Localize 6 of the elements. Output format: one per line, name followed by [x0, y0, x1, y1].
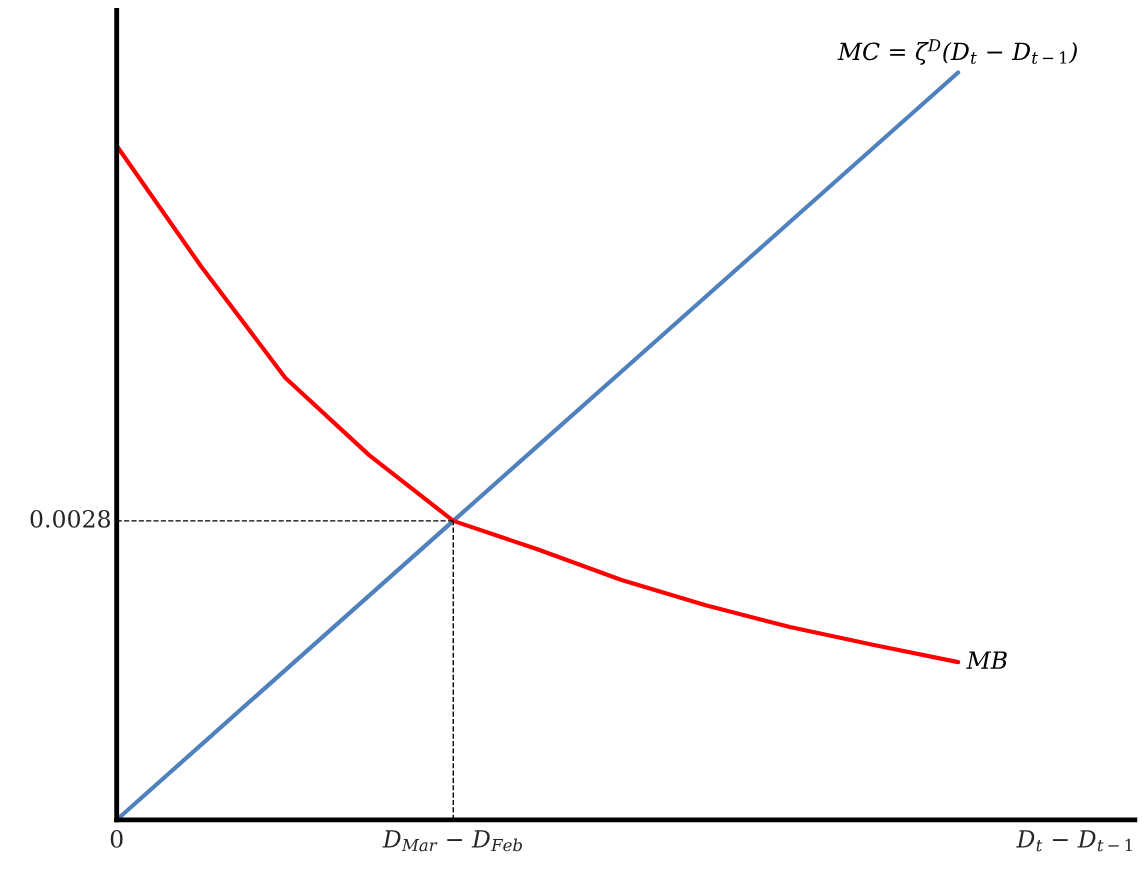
annotation: 0.0028: [30, 509, 111, 528]
x-axis-title: D$_{t}$ − D$_{t−1}$: [1016, 830, 1132, 852]
series-label: MC = ζ$^{D}$(D$_{t}$ − D$_{t−1}$): [837, 39, 1077, 65]
series-label: MB: [966, 651, 1007, 669]
text: 0: [110, 829, 123, 848]
text: D$_{Mar}$ − D$_{Feb}$: [382, 830, 522, 852]
